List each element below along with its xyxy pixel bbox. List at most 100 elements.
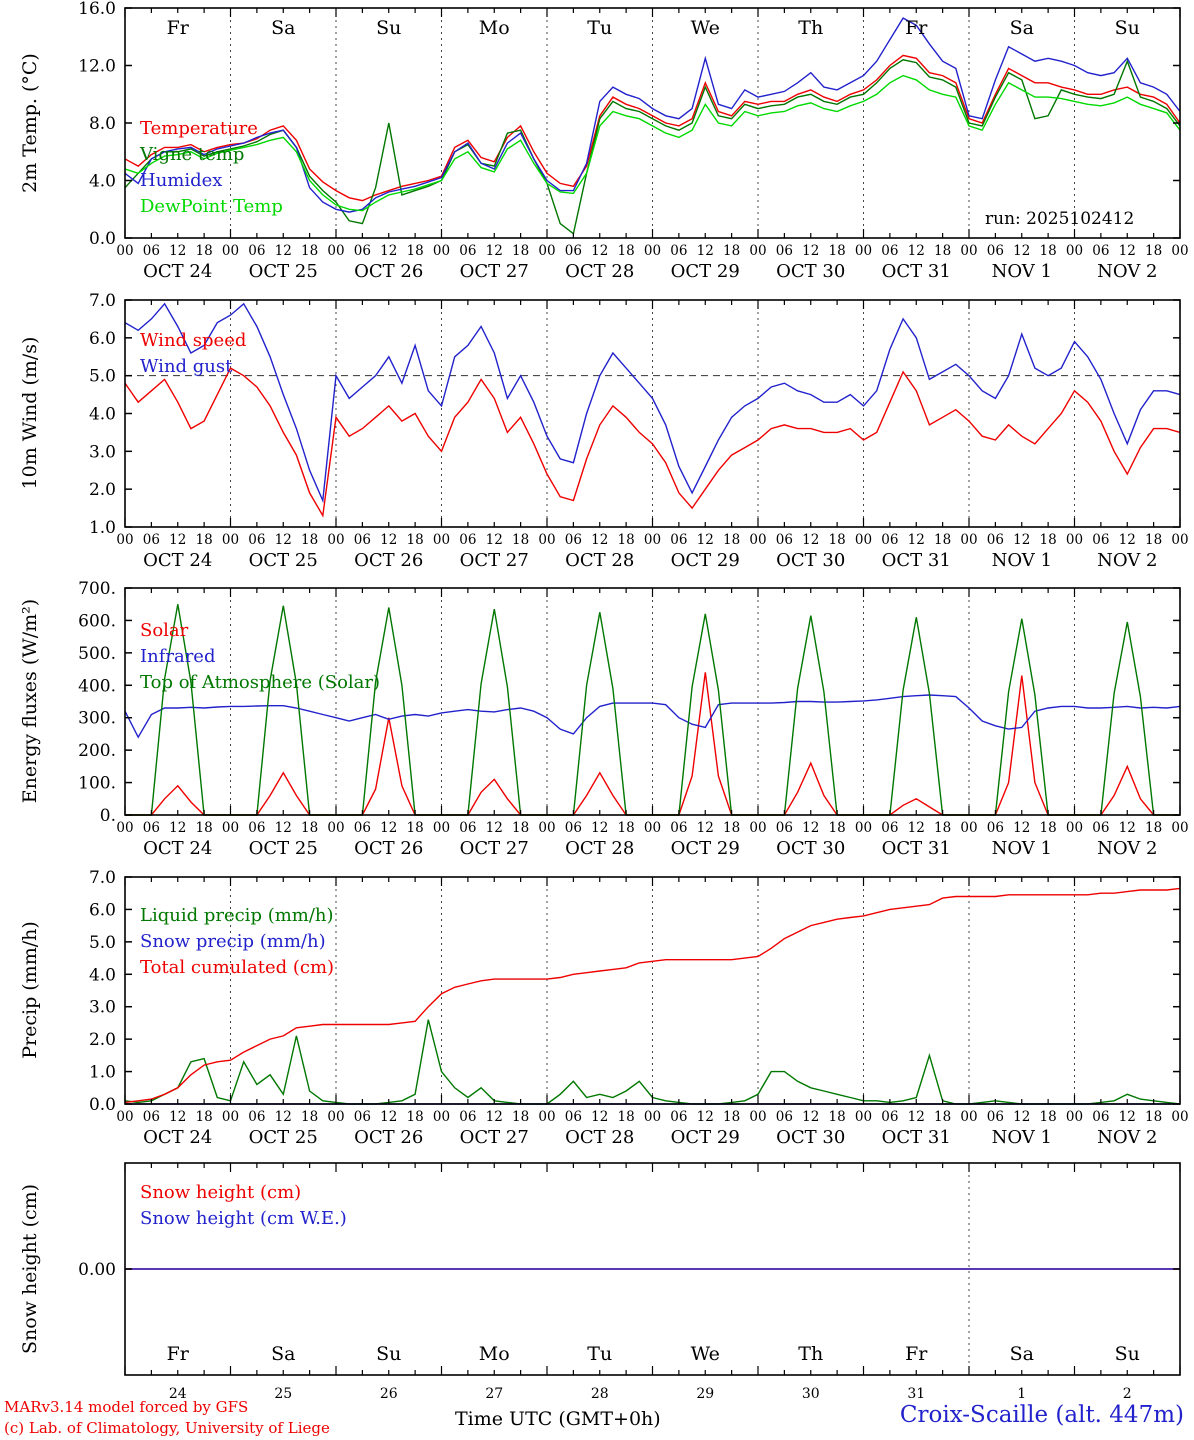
svg-text:OCT 26: OCT 26 — [354, 550, 423, 571]
svg-text:NOV 2: NOV 2 — [1097, 261, 1157, 282]
svg-text:00: 00 — [1171, 243, 1188, 259]
svg-text:27: 27 — [485, 1386, 503, 1402]
svg-text:00: 00 — [1066, 532, 1083, 548]
svg-text:18: 18 — [723, 1109, 740, 1125]
svg-text:18: 18 — [1145, 1109, 1162, 1125]
svg-text:5.0: 5.0 — [89, 933, 116, 953]
svg-text:06: 06 — [776, 243, 793, 259]
svg-text:18: 18 — [934, 820, 951, 836]
svg-text:12: 12 — [802, 532, 819, 548]
svg-text:OCT 30: OCT 30 — [776, 838, 845, 859]
legend-item-wind-speed: Wind speed — [140, 330, 247, 351]
svg-text:06: 06 — [1092, 820, 1109, 836]
svg-text:We: We — [691, 1343, 720, 1365]
svg-text:Fr: Fr — [905, 17, 928, 39]
svg-text:06: 06 — [565, 532, 582, 548]
svg-text:18: 18 — [1145, 532, 1162, 548]
svg-text:06: 06 — [143, 532, 160, 548]
svg-text:12: 12 — [275, 243, 292, 259]
legend-item-vigne-temp: Vigne temp — [140, 144, 245, 165]
svg-text:00: 00 — [749, 820, 766, 836]
svg-text:18: 18 — [1040, 243, 1057, 259]
svg-text:OCT 28: OCT 28 — [565, 1127, 634, 1148]
svg-text:4.0: 4.0 — [89, 172, 116, 192]
svg-text:OCT 24: OCT 24 — [143, 838, 212, 859]
svg-text:16.0: 16.0 — [78, 0, 116, 19]
svg-text:100.: 100. — [78, 774, 116, 794]
svg-text:06: 06 — [987, 243, 1004, 259]
svg-text:1.0: 1.0 — [89, 518, 116, 538]
legend-temperature: Temperature Vigne temp Humidex DewPoint … — [140, 116, 283, 220]
svg-text:00: 00 — [644, 820, 661, 836]
svg-text:06: 06 — [881, 1109, 898, 1125]
svg-text:06: 06 — [776, 1109, 793, 1125]
svg-text:12: 12 — [380, 1109, 397, 1125]
svg-text:OCT 28: OCT 28 — [565, 261, 634, 282]
svg-text:18: 18 — [407, 532, 424, 548]
footer-model-credit: MARv3.14 model forced by GFS — [4, 1398, 249, 1416]
svg-text:2: 2 — [1123, 1386, 1132, 1402]
legend-item-toa-solar: Top of Atmosphere (Solar) — [140, 672, 381, 693]
svg-text:00: 00 — [433, 243, 450, 259]
svg-text:OCT 31: OCT 31 — [882, 550, 951, 571]
svg-text:5.0: 5.0 — [89, 367, 116, 387]
svg-text:00: 00 — [1066, 1109, 1083, 1125]
y-axis-label-precip: Precip (mm/h) — [19, 921, 41, 1059]
svg-text:500.: 500. — [78, 644, 116, 664]
svg-text:18: 18 — [1040, 1109, 1057, 1125]
svg-text:06: 06 — [987, 820, 1004, 836]
svg-text:OCT 29: OCT 29 — [671, 550, 740, 571]
svg-text:00: 00 — [538, 1109, 555, 1125]
svg-text:18: 18 — [301, 1109, 318, 1125]
svg-text:OCT 25: OCT 25 — [249, 550, 318, 571]
svg-text:OCT 26: OCT 26 — [354, 838, 423, 859]
svg-text:30: 30 — [802, 1386, 820, 1402]
svg-text:06: 06 — [354, 1109, 371, 1125]
svg-text:Sa: Sa — [271, 1343, 295, 1365]
svg-text:12: 12 — [1119, 243, 1136, 259]
svg-text:18: 18 — [829, 820, 846, 836]
svg-text:Fr: Fr — [167, 17, 190, 39]
svg-text:Fr: Fr — [167, 1343, 190, 1365]
svg-text:Th: Th — [798, 17, 823, 39]
svg-text:Fr: Fr — [905, 1343, 928, 1365]
svg-text:700.: 700. — [78, 579, 116, 599]
svg-text:3.0: 3.0 — [89, 442, 116, 462]
svg-text:06: 06 — [670, 243, 687, 259]
svg-text:06: 06 — [459, 1109, 476, 1125]
svg-text:06: 06 — [248, 243, 265, 259]
y-axis-label-energy: Energy fluxes (W/m²) — [19, 598, 41, 804]
svg-text:0.0: 0.0 — [89, 1095, 116, 1115]
svg-text:OCT 31: OCT 31 — [882, 838, 951, 859]
legend-item-snow-height-we: Snow height (cm W.E.) — [140, 1208, 347, 1229]
svg-text:00: 00 — [749, 1109, 766, 1125]
svg-text:00: 00 — [1171, 1109, 1188, 1125]
svg-text:NOV 2: NOV 2 — [1097, 1127, 1157, 1148]
svg-text:06: 06 — [248, 1109, 265, 1125]
svg-text:18: 18 — [618, 532, 635, 548]
svg-text:OCT 24: OCT 24 — [143, 261, 212, 282]
svg-text:12: 12 — [169, 1109, 186, 1125]
svg-text:Su: Su — [376, 1343, 401, 1365]
svg-text:Sa: Sa — [1010, 1343, 1034, 1365]
svg-text:00: 00 — [960, 243, 977, 259]
svg-text:00: 00 — [960, 532, 977, 548]
svg-text:Sa: Sa — [271, 17, 295, 39]
svg-text:7.0: 7.0 — [89, 291, 116, 311]
svg-text:OCT 27: OCT 27 — [460, 550, 529, 571]
svg-text:06: 06 — [354, 243, 371, 259]
svg-text:18: 18 — [301, 820, 318, 836]
svg-text:00: 00 — [538, 820, 555, 836]
svg-text:OCT 29: OCT 29 — [671, 838, 740, 859]
svg-text:NOV 1: NOV 1 — [992, 1127, 1052, 1148]
svg-text:18: 18 — [829, 1109, 846, 1125]
svg-text:00: 00 — [327, 820, 344, 836]
svg-text:06: 06 — [987, 1109, 1004, 1125]
svg-text:00: 00 — [855, 1109, 872, 1125]
svg-text:12: 12 — [802, 1109, 819, 1125]
svg-text:0.: 0. — [100, 806, 116, 826]
svg-text:OCT 25: OCT 25 — [249, 838, 318, 859]
svg-text:12: 12 — [1013, 1109, 1030, 1125]
